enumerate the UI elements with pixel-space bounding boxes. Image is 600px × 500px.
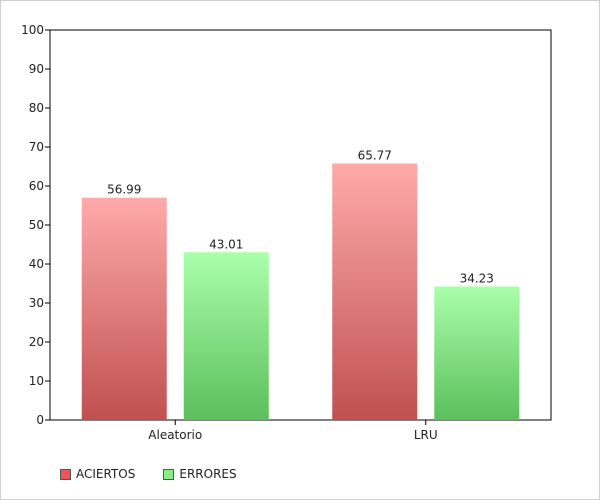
y-tick-label: 20: [29, 335, 44, 349]
y-tick-label: 10: [29, 374, 44, 388]
data-label-errores-lru: 34.23: [460, 272, 494, 286]
y-tick-label: 70: [29, 140, 44, 154]
data-label-errores-aleatorio: 43.01: [209, 237, 243, 251]
data-label-aciertos-aleatorio: 56.99: [107, 183, 141, 197]
y-tick-label: 30: [29, 296, 44, 310]
data-label-aciertos-lru: 65.77: [358, 148, 392, 162]
y-tick-label: 80: [29, 101, 44, 115]
y-tick-label: 90: [29, 62, 44, 76]
bar-aciertos-lru: [332, 163, 418, 420]
bar-aciertos-aleatorio: [81, 197, 167, 420]
legend-label-aciertos: ACIERTOS: [76, 467, 136, 481]
y-tick-label: 0: [36, 413, 44, 427]
legend-item-errores: ERRORES: [163, 467, 237, 481]
legend-label-errores: ERRORES: [179, 467, 237, 481]
bar-errores-lru: [434, 286, 520, 420]
legend-item-aciertos: ACIERTOS: [60, 467, 135, 481]
y-axis: 0 10 20 30 40 50 60 70 80 90 100: [21, 23, 50, 427]
x-axis: Aleatorio LRU: [148, 420, 438, 442]
y-tick-label: 50: [29, 218, 44, 232]
legend: ACIERTOS ERRORES: [60, 465, 265, 483]
data-labels-group: 56.99 43.01 65.77 34.23: [107, 148, 494, 285]
bar-errores-aleatorio: [183, 252, 269, 420]
y-tick-label: 40: [29, 257, 44, 271]
legend-swatch-errores: [163, 468, 175, 480]
x-tick-label-lru: LRU: [414, 428, 438, 442]
legend-swatch-aciertos: [60, 468, 71, 480]
y-tick-label: 60: [29, 179, 44, 193]
x-tick-label-aleatorio: Aleatorio: [148, 428, 202, 442]
bars-group: [81, 163, 520, 420]
y-tick-label: 100: [21, 23, 44, 37]
